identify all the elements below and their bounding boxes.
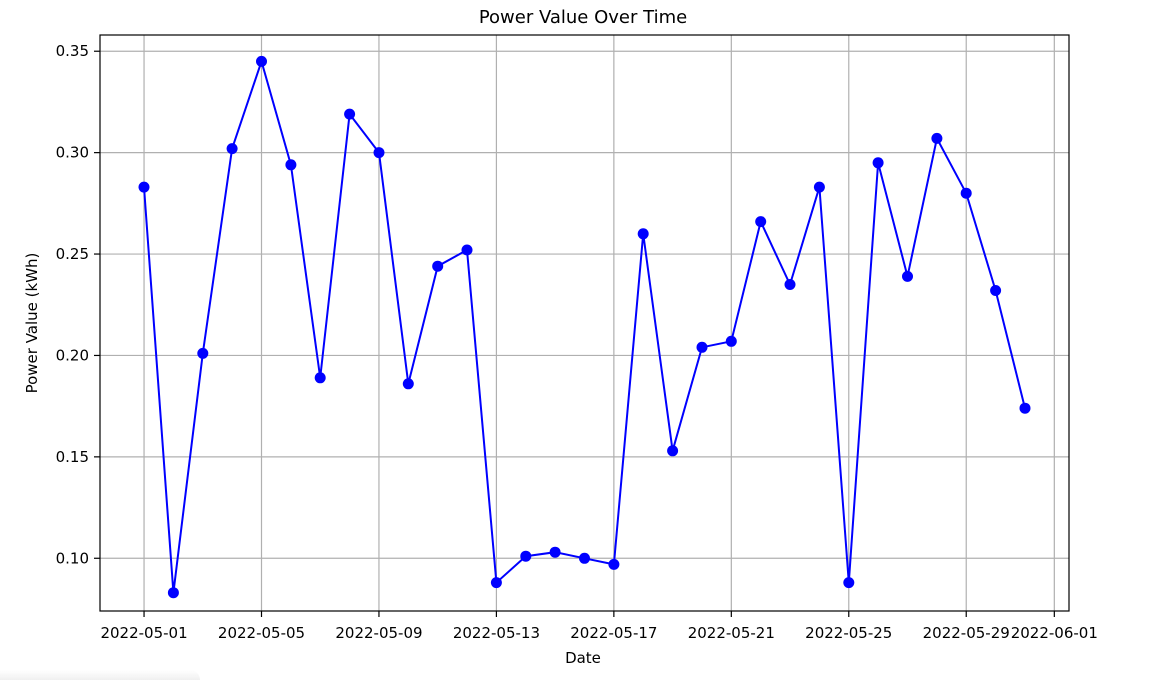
y-tick-label: 0.25 bbox=[56, 245, 89, 263]
data-point bbox=[344, 108, 356, 120]
data-point bbox=[843, 577, 855, 589]
data-point bbox=[520, 550, 532, 562]
x-tick-label: 2022-05-17 bbox=[570, 624, 657, 642]
data-point bbox=[872, 157, 884, 169]
series bbox=[138, 55, 1031, 599]
corner-shadow bbox=[0, 670, 200, 680]
data-point bbox=[755, 216, 767, 228]
data-point bbox=[138, 181, 150, 193]
data-point bbox=[490, 577, 502, 589]
data-point bbox=[725, 335, 737, 347]
x-tick-label: 2022-05-01 bbox=[100, 624, 187, 642]
y-tick-label: 0.20 bbox=[56, 346, 89, 364]
data-point bbox=[931, 132, 943, 144]
plot-frame bbox=[99, 34, 1070, 612]
y-axis-label: Power Value (kWh) bbox=[23, 253, 41, 394]
x-axis-label: Date bbox=[565, 649, 601, 667]
data-point bbox=[960, 187, 972, 199]
x-tick-label: 2022-05-25 bbox=[805, 624, 892, 642]
data-point bbox=[990, 285, 1002, 296]
data-point bbox=[285, 159, 297, 171]
data-point bbox=[402, 378, 414, 390]
data-point bbox=[256, 55, 267, 67]
data-point bbox=[902, 270, 913, 282]
data-point bbox=[784, 279, 796, 290]
series-line bbox=[143, 58, 1026, 593]
y-tick-label: 0.35 bbox=[56, 42, 89, 60]
x-tick-label: 2022-05-29 bbox=[923, 624, 1010, 642]
data-point bbox=[432, 260, 444, 272]
data-point bbox=[549, 546, 561, 558]
data-point bbox=[167, 587, 179, 599]
chart-title: Power Value Over Time bbox=[479, 7, 687, 28]
y-tick-label: 0.15 bbox=[56, 448, 89, 466]
data-point bbox=[461, 244, 473, 256]
data-point bbox=[197, 347, 209, 359]
x-tick-label: 2022-06-01 bbox=[1011, 624, 1098, 642]
x-axis: 2022-05-01 2022-05-05 2022-05-09 2022-05-13… bbox=[100, 611, 1098, 642]
x-tick-label: 2022-05-05 bbox=[218, 624, 305, 642]
data-point bbox=[608, 558, 620, 570]
y-tick-label: 0.30 bbox=[56, 144, 89, 162]
y-tick-label: 0.10 bbox=[56, 549, 89, 567]
x-tick-label: 2022-05-21 bbox=[688, 624, 775, 642]
data-point bbox=[1019, 402, 1031, 414]
data-point bbox=[667, 445, 679, 457]
data-point bbox=[373, 147, 385, 159]
x-tick-label: 2022-05-09 bbox=[335, 624, 422, 642]
data-point bbox=[226, 143, 238, 155]
grid bbox=[100, 35, 1069, 611]
data-point bbox=[637, 228, 649, 240]
data-point bbox=[813, 181, 825, 193]
data-point bbox=[314, 372, 326, 384]
x-tick-label: 2022-05-13 bbox=[453, 624, 540, 642]
y-axis: 0.10 0.15 0.20 0.25 0.30 0.35 bbox=[56, 42, 100, 567]
data-point bbox=[696, 341, 708, 353]
data-point bbox=[579, 552, 590, 564]
